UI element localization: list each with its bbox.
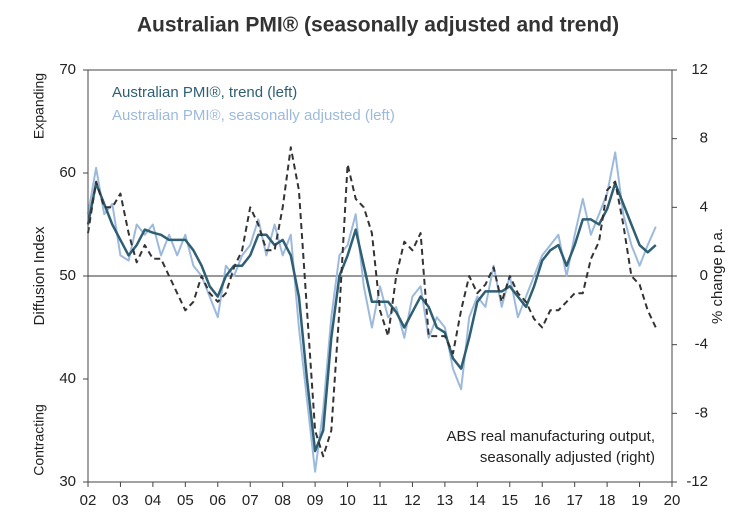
plot-frame bbox=[87, 69, 673, 483]
x-tick-label: 15 bbox=[501, 492, 518, 509]
x-tick-label: 10 bbox=[339, 492, 356, 509]
x-tick-label: 17 bbox=[566, 492, 583, 509]
y-axis-label: Diffusion Index bbox=[31, 226, 48, 325]
x-tick-label: 02 bbox=[80, 492, 97, 509]
x-tick-label: 14 bbox=[469, 492, 486, 509]
x-tick-label: 06 bbox=[209, 492, 226, 509]
x-tick-label: 20 bbox=[664, 492, 681, 509]
annotation: ABS real manufacturing output, bbox=[447, 428, 655, 445]
y-tick-label: 30 bbox=[59, 473, 76, 490]
series-line bbox=[87, 151, 657, 473]
expanding-label: Expanding bbox=[31, 73, 47, 139]
y2-tick-label: 4 bbox=[700, 198, 708, 215]
y2-tick-label: -8 bbox=[695, 404, 708, 421]
annotation: seasonally adjusted (right) bbox=[480, 449, 655, 466]
y2-axis-label: % change p.a. bbox=[709, 228, 726, 324]
x-tick-label: 11 bbox=[372, 492, 388, 509]
x-tick-label: 05 bbox=[177, 492, 194, 509]
y2-tick-label: -12 bbox=[686, 473, 708, 490]
y-tick-label: 50 bbox=[59, 267, 76, 284]
y2-tick-label: 0 bbox=[700, 267, 708, 284]
x-tick-label: 12 bbox=[404, 492, 421, 509]
x-tick-label: 03 bbox=[112, 492, 129, 509]
legend-entry: Australian PMI®, seasonally adjusted (le… bbox=[112, 107, 395, 124]
series-line bbox=[87, 146, 657, 458]
contracting-label: Contracting bbox=[31, 404, 47, 476]
y2-tick-label: 12 bbox=[691, 61, 708, 78]
y-tick-label: 70 bbox=[59, 61, 76, 78]
y-tick-label: 40 bbox=[59, 370, 76, 387]
x-tick-label: 19 bbox=[631, 492, 648, 509]
x-tick-label: 18 bbox=[599, 492, 616, 509]
x-tick-label: 09 bbox=[307, 492, 324, 509]
y-tick-label: 60 bbox=[59, 164, 76, 181]
series-line bbox=[86, 182, 657, 453]
y2-tick-label: -4 bbox=[695, 336, 708, 353]
x-tick-label: 08 bbox=[274, 492, 291, 509]
chart-title: Australian PMI® (seasonally adjusted and… bbox=[137, 14, 619, 37]
x-tick-label: 16 bbox=[534, 492, 551, 509]
x-tick-label: 13 bbox=[437, 492, 454, 509]
x-tick-label: 04 bbox=[145, 492, 162, 509]
x-tick-label: 07 bbox=[242, 492, 259, 509]
y2-tick-label: 8 bbox=[700, 130, 708, 147]
legend-entry: Australian PMI®, trend (left) bbox=[112, 84, 297, 101]
